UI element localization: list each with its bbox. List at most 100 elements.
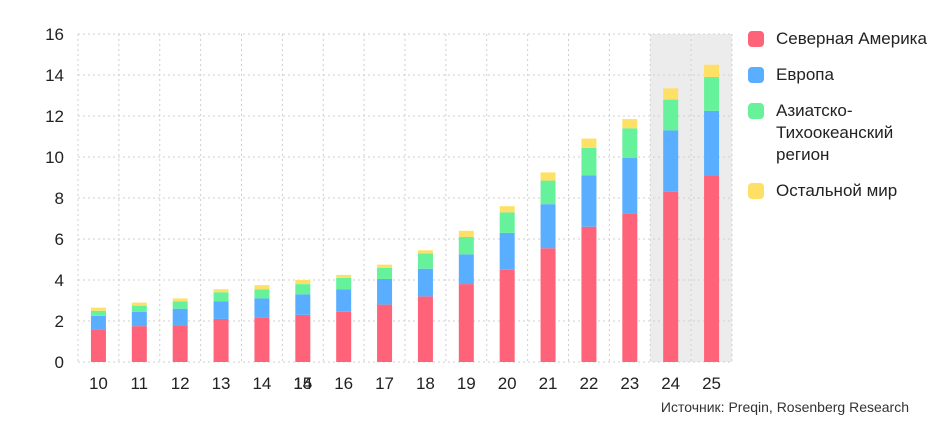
y-tick-label: 0 (55, 353, 64, 372)
bar-segment-series-0-cat-11 (131, 326, 147, 362)
x-tick-label: 21 (539, 374, 558, 393)
legend-label: Северная Америка (776, 29, 927, 48)
bar-segment-series-1-cat-13 (213, 301, 229, 319)
y-tick-label: 4 (55, 271, 64, 290)
legend-label: Азиатско- Тихоокеанский регион (776, 101, 894, 164)
bar-segment-series-0-cat-18 (417, 296, 433, 362)
x-tick-label: 16 (334, 374, 353, 393)
bar-segment-series-2-cat-12 (172, 301, 188, 309)
bar-segment-series-3-cat-17 (377, 264, 393, 268)
y-tick-label: 16 (45, 25, 64, 44)
bar-segment-series-1-cat-16 (336, 289, 352, 312)
bar-segment-series-0-cat-24 (663, 191, 679, 362)
bar-segment-series-3-cat-18 (417, 250, 433, 254)
bar-segment-series-2-cat-20 (499, 212, 515, 233)
chart-legend: Северная Америка Европа Азиатско- Тихоокеа… (748, 28, 928, 216)
bar-segment-series-2-cat-23 (622, 128, 638, 159)
bar-segment-series-1-cat-14 (254, 298, 270, 318)
x-tick-label: 19 (457, 374, 476, 393)
bar-segment-series-0-cat-19 (458, 284, 474, 362)
bar-segment-series-0-cat-20 (499, 269, 515, 362)
x-tick-label: 23 (620, 374, 639, 393)
bar-segment-series-3-cat-25 (704, 64, 720, 78)
bar-segment-series-3-cat-22 (581, 138, 597, 148)
y-tick-label: 2 (55, 312, 64, 331)
legend-label: Остальной мир (776, 181, 898, 200)
bar-segment-series-1-cat-10 (90, 315, 106, 330)
bar-segment-series-1-cat-11 (131, 311, 147, 327)
bar-segment-series-3-cat-13 (213, 289, 229, 293)
bar-segment-series-0-cat-12 (172, 325, 188, 362)
legend-item: Северная Америка (748, 28, 928, 50)
bar-segment-series-0-cat-21 (540, 248, 556, 362)
legend-label: Европа (776, 65, 834, 84)
bar-segment-series-2-cat-11 (131, 305, 147, 312)
bar-segment-series-2-cat-13 (213, 292, 229, 302)
bar-segment-series-0-cat-13 (213, 318, 229, 362)
x-tick-label: 25 (702, 374, 721, 393)
y-tick-label: 12 (45, 107, 64, 126)
bar-segment-series-1-cat-12 (172, 308, 188, 326)
bar-segment-series-1-cat-23 (622, 158, 638, 214)
legend-swatch (748, 67, 764, 83)
x-tick-label: 20 (498, 374, 517, 393)
bar-segment-series-3-cat-15 (295, 280, 311, 285)
legend-item: Остальной мир (748, 180, 928, 202)
bar-segment-series-3-cat-14 (254, 285, 270, 290)
y-tick-label: 8 (55, 189, 64, 208)
bar-segment-series-1-cat-24 (663, 130, 679, 192)
bar-segment-series-0-cat-16 (336, 311, 352, 362)
bar-segment-series-3-cat-12 (172, 298, 188, 302)
x-tick-label: 22 (579, 374, 598, 393)
bar-segment-series-2-cat-22 (581, 147, 597, 176)
bar-segment-series-2-cat-24 (663, 99, 679, 131)
source-note: Источник: Preqin, Rosenberg Research (660, 399, 909, 415)
bar-segment-series-1-cat-17 (377, 278, 393, 305)
bar-segment-series-0-cat-25 (704, 175, 720, 362)
bar-segment-series-3-cat-16 (336, 274, 352, 278)
bar-segment-series-1-cat-18 (417, 268, 433, 297)
bar-segment-series-0-cat-15 (295, 314, 311, 362)
bar-segment-series-2-cat-16 (336, 277, 352, 290)
legend-swatch (748, 183, 764, 199)
bar-segment-series-1-cat-19 (458, 254, 474, 285)
bar-segment-series-0-cat-22 (581, 226, 597, 362)
x-tick-label: 12 (171, 374, 190, 393)
x-tick-label: 17 (375, 374, 394, 393)
bar-segment-series-0-cat-23 (622, 213, 638, 362)
bar-segment-series-3-cat-19 (458, 230, 474, 237)
x-tick-label: 11 (130, 374, 148, 393)
bar-segment-series-3-cat-24 (663, 88, 679, 100)
x-tick-label: 14 (252, 374, 271, 393)
bar-segment-series-2-cat-10 (90, 310, 106, 316)
bar-segment-series-1-cat-25 (704, 110, 720, 176)
y-tick-label: 6 (55, 230, 64, 249)
x-tick-label: 24 (661, 374, 680, 393)
bar-segment-series-0-cat-10 (90, 329, 106, 362)
bar-segment-series-0-cat-14 (254, 317, 270, 362)
bar-segment-series-3-cat-20 (499, 206, 515, 213)
bar-segment-series-1-cat-21 (540, 204, 556, 249)
bar-segment-series-2-cat-14 (254, 289, 270, 299)
bar-segment-series-1-cat-20 (499, 232, 515, 270)
x-tick-label: 15 (293, 374, 312, 393)
x-tick-label-overlay: 14 (293, 374, 312, 393)
x-tick-label: 13 (212, 374, 231, 393)
x-tick-label: 10 (89, 374, 108, 393)
y-tick-label: 14 (45, 66, 64, 85)
legend-swatch (748, 103, 764, 119)
bar-segment-series-3-cat-21 (540, 172, 556, 181)
bar-segment-series-1-cat-15 (295, 294, 311, 315)
x-tick-label: 18 (416, 374, 435, 393)
bar-segment-series-2-cat-19 (458, 236, 474, 255)
bar-segment-series-3-cat-23 (622, 119, 638, 129)
bar-segment-series-3-cat-11 (131, 302, 147, 306)
legend-item: Европа (748, 64, 928, 86)
bar-segment-series-1-cat-22 (581, 175, 597, 227)
bar-segment-series-2-cat-25 (704, 77, 720, 111)
bar-segment-series-3-cat-10 (90, 307, 106, 311)
y-tick-label: 10 (45, 148, 64, 167)
bar-segment-series-2-cat-18 (417, 253, 433, 269)
